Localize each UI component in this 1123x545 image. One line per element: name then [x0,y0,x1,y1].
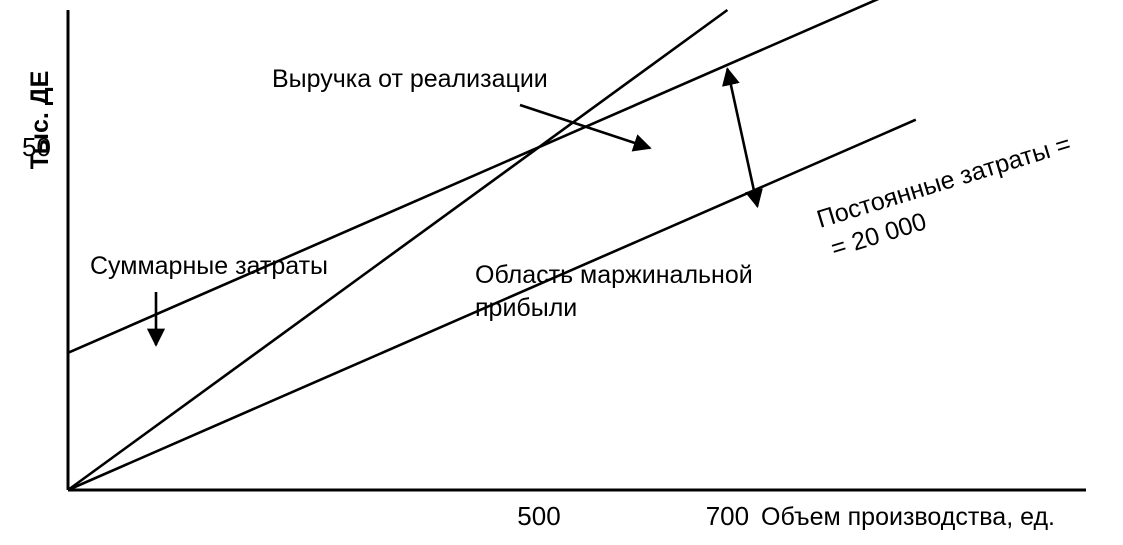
margin-area-label-line1: Область маржинальной [475,261,753,289]
x-tick-label-500: 500 [517,501,560,531]
fixed-costs-label-line1: Постоянные затраты = [814,130,1075,234]
margin-area-label-line2: прибыли [475,294,577,322]
x-axis-label: Объем производства, ед. [761,503,1055,531]
revenue-label: Выручка от реализации [272,65,548,93]
total-costs-label: Суммарные затраты [90,252,328,280]
x-tick-label-700: 700 [706,501,749,531]
fixed-costs-arrow [722,67,763,209]
series-line-total-costs [67,0,880,355]
y-tick-label-50: 50 [22,132,51,162]
series-line-revenue [67,8,729,492]
revenue-arrow [519,103,652,152]
y-axis-label: Тыс. ДЕ [26,71,54,170]
series-line-variable-costs [67,118,917,492]
